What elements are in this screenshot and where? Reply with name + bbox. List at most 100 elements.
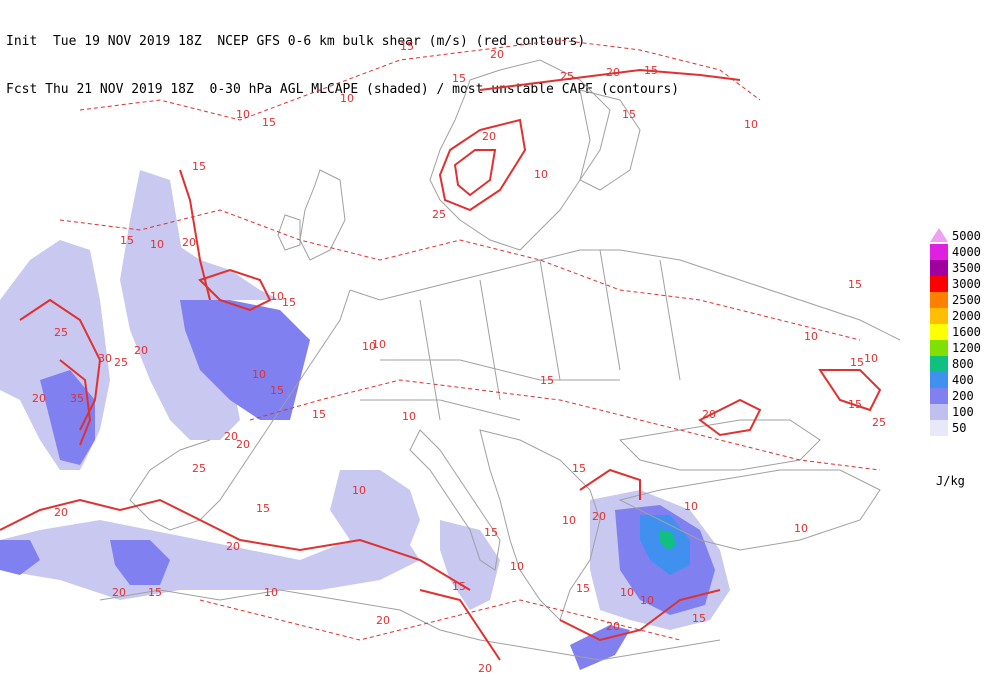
contour-20-east [698,398,762,437]
cape-iberia-south [110,540,170,585]
contour-label: 20 [482,130,496,143]
cape-north-sea-light [170,240,280,300]
contour-label: 10 [744,118,758,131]
legend-swatch [930,244,948,260]
legend-entry: 200 [930,388,996,404]
contour-label: 25 [872,416,886,429]
contour-label: 15 [120,234,134,247]
contour-label: 20 [702,408,716,421]
coast-scandinavia [429,59,611,251]
cape-aegean-800 [660,530,676,550]
legend-label: 1600 [952,325,981,339]
contour-label: 20 [112,586,126,599]
contour-20-east-med [559,589,721,642]
legend-label: 3500 [952,261,981,275]
coast-balkans [479,429,601,621]
legend-swatch [930,356,948,372]
contour-label: 10 [270,290,284,303]
contour-label: 15 [692,612,706,625]
legend-entry: 50 [930,420,996,436]
legend-entry: 4000 [930,244,996,260]
contour-label: 35 [70,392,84,405]
contour-30-atlantic [19,298,102,431]
contour-label: 20 [226,540,240,553]
contour-label: 20 [182,236,196,249]
legend-units: J/kg [936,474,965,488]
legend-swatch [930,420,948,436]
contour-label: 20 [592,510,606,523]
contour-label: 20 [134,344,148,357]
contour-label: 10 [252,368,266,381]
contour-value-labels: 15 20 25 20 15 15 10 10 15 20 25 10 10 1… [32,40,886,675]
contour-10-north [79,39,761,121]
contour-label: 15 [540,374,554,387]
contour-20-uk [198,268,272,312]
contour-label: 15 [572,462,586,475]
cape-mediterranean-west [0,520,420,600]
legend-swatch [930,292,948,308]
contour-label: 10 [150,238,164,251]
contour-label: 15 [270,384,284,397]
contour-label: 15 [452,72,466,85]
legend-label: 100 [952,405,974,419]
coast-italy [409,429,501,571]
contour-label: 10 [804,330,818,343]
contour-label: 15 [282,296,296,309]
cape-north-sea [180,300,310,420]
contour-label: 15 [622,108,636,121]
contour-35-atlantic [59,359,92,446]
contour-label: 10 [402,410,416,423]
legend-entry: 100 [930,404,996,420]
contour-label: 20 [606,620,620,633]
legend-swatch [930,404,948,420]
legend-entry: 1200 [930,340,996,356]
contour-label: 20 [32,392,46,405]
contour-label: 25 [192,462,206,475]
contour-label: 20 [490,48,504,61]
contour-15-north-africa [419,589,501,661]
country-borders [360,249,681,421]
contour-label: 15 [848,398,862,411]
contour-label: 10 [534,168,548,181]
contour-10-south [199,599,681,641]
legend-swatch [930,276,948,292]
coast-north-africa [99,589,721,661]
contour-label: 15 [256,502,270,515]
coast-finland [579,89,641,191]
contour-label: 10 [340,92,354,105]
cape-shading [0,170,730,670]
legend-entry: 400 [930,372,996,388]
legend-entry: 1600 [930,324,996,340]
contour-label: 10 [562,514,576,527]
coast-british-isles [299,169,346,261]
contour-label: 20 [606,66,620,79]
contour-label: 10 [794,522,808,535]
cape-tyrrhenian [330,470,420,550]
legend-label: 2500 [952,293,981,307]
legend-swatch [930,340,948,356]
legend-label: 3000 [952,277,981,291]
contour-20-biscay [179,169,211,301]
legend-label: 200 [952,389,974,403]
contour-label: 10 [640,594,654,607]
contour-label: 15 [484,526,498,539]
contour-label: 15 [192,160,206,173]
contour-label: 15 [148,586,162,599]
legend-swatch [930,388,948,404]
legend-entry: 5000 [930,228,996,244]
coast-continent [129,249,901,531]
legend-label: 2000 [952,309,981,323]
contour-label: 10 [352,484,366,497]
contour-label: 15 [452,580,466,593]
header-fcst-line: Fcst Thu 21 NOV 2019 18Z 0-30 hPa AGL ML… [6,82,680,97]
cape-legend: 5000 4000 3500 3000 2500 2000 1600 1200 800 400 20… [930,228,996,436]
contour-20-med [0,498,471,591]
coast-black-sea [618,419,821,471]
legend-entry: 800 [930,356,996,372]
contour-label: 20 [54,506,68,519]
legend-label: 800 [952,357,974,371]
contour-label: 20 [478,662,492,675]
weather-map: 15 20 25 20 15 15 10 10 15 20 25 10 10 1… [0,39,901,675]
contour-label: 15 [848,278,862,291]
contour-label: 10 [264,586,278,599]
